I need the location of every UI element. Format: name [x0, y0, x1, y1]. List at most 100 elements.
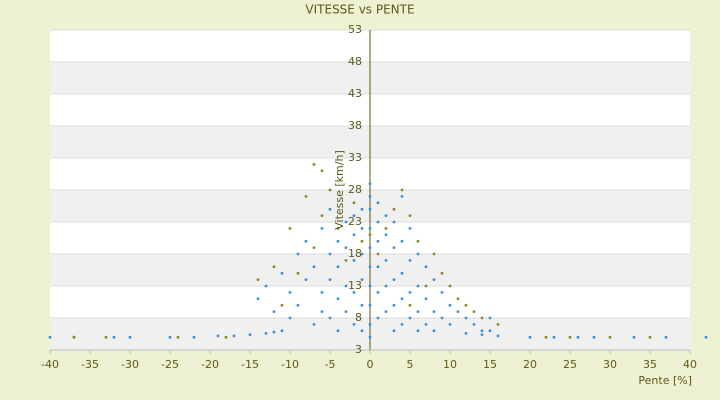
point — [544, 335, 548, 339]
point — [704, 335, 708, 339]
point — [568, 335, 572, 339]
point — [664, 335, 668, 339]
point — [416, 310, 420, 313]
x-tick-label: 35 — [643, 358, 657, 371]
point — [336, 239, 340, 243]
point — [320, 291, 324, 294]
point — [248, 333, 252, 337]
point — [400, 297, 404, 301]
point — [608, 335, 612, 339]
point — [424, 297, 428, 301]
point — [632, 335, 636, 339]
point — [400, 323, 404, 326]
point — [304, 195, 308, 198]
point — [440, 316, 444, 320]
point — [648, 335, 652, 339]
point — [296, 252, 300, 256]
point — [392, 207, 396, 211]
x-tick-label: 40 — [683, 358, 697, 371]
point — [376, 239, 380, 243]
point — [336, 265, 340, 269]
point — [256, 278, 260, 281]
point — [328, 278, 332, 281]
point — [360, 252, 364, 256]
point — [320, 214, 324, 218]
point — [312, 246, 316, 250]
y-tick-label: 28 — [348, 183, 362, 196]
point — [400, 188, 404, 192]
point — [352, 323, 356, 326]
x-tick-label: 30 — [603, 358, 617, 371]
point — [448, 284, 452, 288]
point — [432, 310, 436, 313]
x-tick-label: -35 — [81, 358, 99, 371]
point — [312, 163, 316, 166]
point — [368, 182, 372, 186]
point — [344, 259, 348, 262]
point — [392, 329, 396, 333]
point — [328, 252, 332, 256]
point — [400, 271, 404, 275]
point — [328, 316, 332, 320]
point — [456, 297, 460, 301]
point — [344, 246, 348, 250]
point — [352, 259, 356, 262]
point — [168, 335, 172, 339]
point — [384, 214, 388, 218]
point — [408, 259, 412, 262]
point — [408, 227, 412, 230]
x-tick-label: 25 — [563, 358, 577, 371]
point — [440, 271, 444, 275]
point — [360, 239, 364, 243]
point — [576, 335, 580, 339]
y-tick-label: 8 — [355, 311, 362, 324]
point — [432, 252, 436, 256]
point — [224, 335, 228, 339]
point — [344, 284, 348, 288]
point — [464, 331, 468, 335]
point — [424, 265, 428, 269]
x-axis-label: Pente [%] — [638, 374, 692, 387]
point — [344, 220, 348, 224]
point — [424, 323, 428, 326]
point — [488, 316, 492, 320]
x-tick-label: 0 — [367, 358, 374, 371]
point — [392, 278, 396, 281]
point — [336, 227, 340, 230]
point — [424, 284, 428, 288]
point — [272, 265, 276, 269]
point — [448, 323, 452, 326]
y-tick-label: 33 — [348, 151, 362, 164]
point — [256, 297, 260, 301]
point — [440, 291, 444, 294]
point — [408, 291, 412, 294]
point — [368, 335, 372, 339]
y-tick-label: 3 — [355, 343, 362, 356]
x-tick-label: 10 — [443, 358, 457, 371]
point — [368, 284, 372, 288]
point — [464, 316, 468, 320]
point — [336, 297, 340, 301]
point — [232, 334, 236, 338]
point — [352, 201, 356, 205]
point — [432, 329, 436, 333]
point — [472, 310, 476, 313]
point — [368, 323, 372, 326]
point — [328, 188, 332, 192]
point — [464, 303, 468, 307]
point — [288, 227, 292, 230]
point — [376, 265, 380, 269]
point — [368, 207, 372, 211]
point — [368, 246, 372, 250]
point — [376, 201, 380, 205]
point — [216, 334, 220, 338]
x-tick-label: 5 — [407, 358, 414, 371]
point — [288, 291, 292, 294]
point — [264, 284, 268, 288]
point — [280, 329, 284, 333]
point — [312, 265, 316, 269]
y-tick-label: 53 — [348, 23, 362, 36]
point — [304, 239, 308, 243]
point — [416, 284, 420, 288]
point — [416, 239, 420, 243]
